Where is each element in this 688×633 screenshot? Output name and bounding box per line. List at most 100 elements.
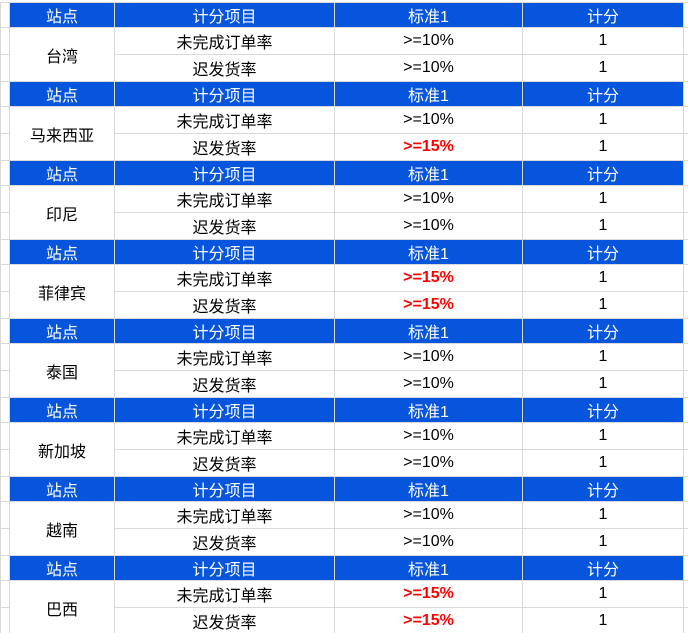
header-cell-site[interactable]: 站点	[9, 2, 115, 28]
score-cell[interactable]: 1	[522, 607, 684, 633]
header-cell-standard[interactable]: 标准1	[334, 81, 523, 107]
item-cell[interactable]: 未完成订单率	[114, 343, 335, 371]
left-margin-cell	[0, 212, 10, 240]
header-cell-score[interactable]: 计分	[522, 476, 684, 502]
right-margin-cell	[683, 27, 688, 55]
left-margin-cell	[0, 476, 10, 502]
standard-cell[interactable]: >=10%	[334, 27, 523, 55]
metric-row: 迟发货率 >=10% 1	[0, 54, 688, 82]
score-cell[interactable]: 1	[522, 133, 684, 161]
standard-cell[interactable]: >=10%	[334, 212, 523, 240]
site-name-cell[interactable]: 泰国	[9, 343, 115, 398]
standard-cell[interactable]: >=10%	[334, 370, 523, 398]
header-cell-site[interactable]: 站点	[9, 397, 115, 423]
site-score-section: 站点 计分项目 标准1 计分 菲律宾 未完成订单率 >=15% 1 迟发货率 >…	[0, 239, 688, 319]
item-cell[interactable]: 迟发货率	[114, 54, 335, 82]
site-name-cell[interactable]: 马来西亚	[9, 106, 115, 161]
site-name-cell[interactable]: 新加坡	[9, 422, 115, 477]
metric-row: 新加坡 未完成订单率 >=10% 1	[0, 422, 688, 477]
header-cell-site[interactable]: 站点	[9, 239, 115, 265]
score-cell[interactable]: 1	[522, 264, 684, 292]
header-cell-score[interactable]: 计分	[522, 239, 684, 265]
left-margin-cell	[0, 397, 10, 423]
header-cell-score[interactable]: 计分	[522, 2, 684, 28]
item-cell[interactable]: 未完成订单率	[114, 185, 335, 213]
score-cell[interactable]: 1	[522, 449, 684, 477]
header-cell-standard[interactable]: 标准1	[334, 555, 523, 581]
metric-row: 越南 未完成订单率 >=10% 1	[0, 501, 688, 556]
item-cell[interactable]: 迟发货率	[114, 449, 335, 477]
header-cell-standard[interactable]: 标准1	[334, 318, 523, 344]
score-cell[interactable]: 1	[522, 212, 684, 240]
header-cell-standard[interactable]: 标准1	[334, 239, 523, 265]
standard-cell[interactable]: >=10%	[334, 449, 523, 477]
standard-cell[interactable]: >=15%	[334, 133, 523, 161]
metric-row: 菲律宾 未完成订单率 >=15% 1	[0, 264, 688, 319]
standard-cell[interactable]: >=10%	[334, 343, 523, 371]
header-cell-item[interactable]: 计分项目	[114, 318, 335, 344]
standard-cell[interactable]: >=15%	[334, 264, 523, 292]
item-cell[interactable]: 迟发货率	[114, 212, 335, 240]
standard-cell[interactable]: >=15%	[334, 607, 523, 633]
header-cell-standard[interactable]: 标准1	[334, 2, 523, 28]
header-cell-item[interactable]: 计分项目	[114, 2, 335, 28]
header-cell-item[interactable]: 计分项目	[114, 397, 335, 423]
header-cell-standard[interactable]: 标准1	[334, 160, 523, 186]
standard-cell[interactable]: >=10%	[334, 106, 523, 134]
header-cell-score[interactable]: 计分	[522, 555, 684, 581]
item-cell[interactable]: 未完成订单率	[114, 580, 335, 608]
item-cell[interactable]: 未完成订单率	[114, 422, 335, 450]
header-cell-score[interactable]: 计分	[522, 81, 684, 107]
site-name-cell[interactable]: 菲律宾	[9, 264, 115, 319]
header-cell-standard[interactable]: 标准1	[334, 397, 523, 423]
header-cell-score[interactable]: 计分	[522, 397, 684, 423]
site-name-cell[interactable]: 台湾	[9, 27, 115, 82]
item-cell[interactable]: 迟发货率	[114, 133, 335, 161]
header-cell-item[interactable]: 计分项目	[114, 81, 335, 107]
score-cell[interactable]: 1	[522, 422, 684, 450]
section-header-row: 站点 计分项目 标准1 计分	[0, 476, 688, 502]
score-cell[interactable]: 1	[522, 501, 684, 529]
site-name-cell[interactable]: 印尼	[9, 185, 115, 240]
item-cell[interactable]: 未完成订单率	[114, 501, 335, 529]
item-cell[interactable]: 未完成订单率	[114, 106, 335, 134]
header-cell-score[interactable]: 计分	[522, 160, 684, 186]
score-cell[interactable]: 1	[522, 106, 684, 134]
header-cell-score[interactable]: 计分	[522, 318, 684, 344]
score-cell[interactable]: 1	[522, 370, 684, 398]
header-cell-site[interactable]: 站点	[9, 81, 115, 107]
header-cell-site[interactable]: 站点	[9, 160, 115, 186]
standard-cell[interactable]: >=10%	[334, 185, 523, 213]
score-cell[interactable]: 1	[522, 185, 684, 213]
item-cell[interactable]: 迟发货率	[114, 370, 335, 398]
header-cell-site[interactable]: 站点	[9, 555, 115, 581]
item-cell[interactable]: 迟发货率	[114, 291, 335, 319]
header-cell-item[interactable]: 计分项目	[114, 239, 335, 265]
header-cell-site[interactable]: 站点	[9, 476, 115, 502]
standard-cell[interactable]: >=10%	[334, 528, 523, 556]
score-cell[interactable]: 1	[522, 27, 684, 55]
score-cell[interactable]: 1	[522, 343, 684, 371]
item-cell[interactable]: 未完成订单率	[114, 27, 335, 55]
standard-cell[interactable]: >=10%	[334, 501, 523, 529]
site-name-cell[interactable]: 越南	[9, 501, 115, 556]
standard-cell[interactable]: >=10%	[334, 422, 523, 450]
standard-cell[interactable]: >=10%	[334, 54, 523, 82]
item-cell[interactable]: 迟发货率	[114, 607, 335, 633]
standard-cell[interactable]: >=15%	[334, 291, 523, 319]
header-cell-item[interactable]: 计分项目	[114, 555, 335, 581]
header-cell-site[interactable]: 站点	[9, 318, 115, 344]
score-cell[interactable]: 1	[522, 580, 684, 608]
header-cell-standard[interactable]: 标准1	[334, 476, 523, 502]
standard-cell[interactable]: >=15%	[334, 580, 523, 608]
header-cell-item[interactable]: 计分项目	[114, 160, 335, 186]
score-cell[interactable]: 1	[522, 291, 684, 319]
header-cell-item[interactable]: 计分项目	[114, 476, 335, 502]
item-cell[interactable]: 未完成订单率	[114, 264, 335, 292]
site-name-cell[interactable]: 巴西	[9, 580, 115, 633]
right-margin-cell	[683, 212, 688, 240]
score-cell[interactable]: 1	[522, 528, 684, 556]
item-cell[interactable]: 迟发货率	[114, 528, 335, 556]
score-cell[interactable]: 1	[522, 54, 684, 82]
